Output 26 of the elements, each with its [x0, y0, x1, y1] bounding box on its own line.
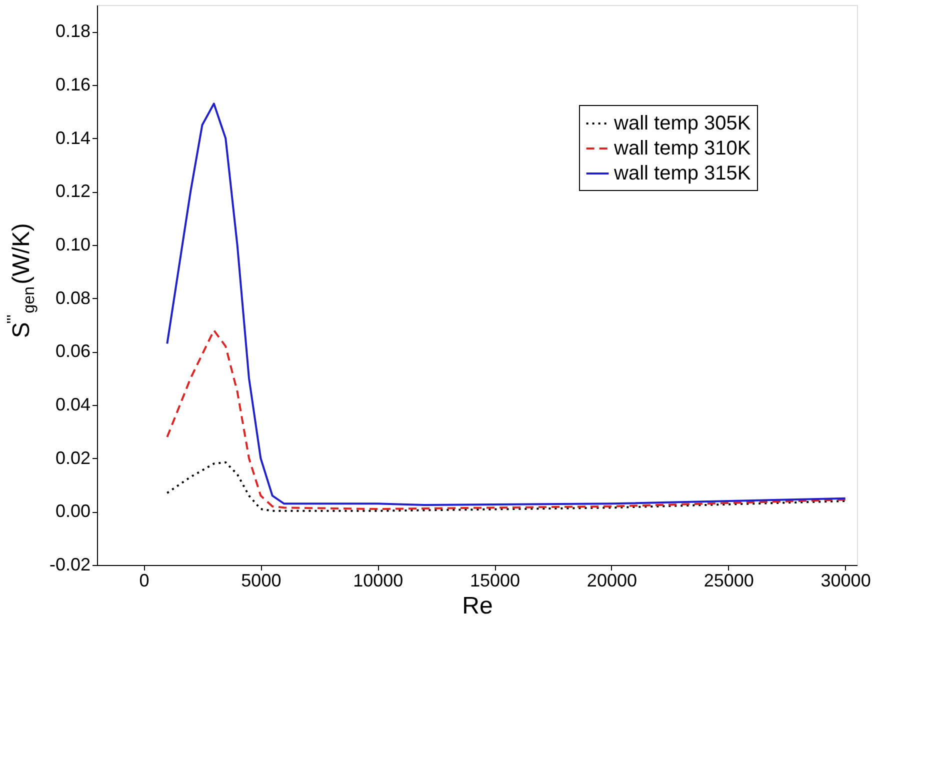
- y-axis-title: S'''gen(W/K): [5, 223, 38, 338]
- legend-label: wall temp 315K: [613, 162, 752, 184]
- line-series: [166, 329, 846, 510]
- y-tick-label: 0.10: [55, 234, 90, 254]
- y-tick-label: 0.12: [55, 181, 90, 202]
- x-tick-label: 30000: [820, 570, 871, 590]
- y-tick-label: 0.02: [55, 448, 90, 468]
- legend-label: wall temp 305K: [613, 112, 752, 134]
- x-tick-label: 0: [139, 570, 150, 590]
- x-tick-label: 20000: [586, 570, 637, 590]
- y-tick-label: 0.16: [55, 74, 90, 94]
- y-tick-label: 0.18: [55, 21, 90, 42]
- y-tick-label: 0.04: [55, 394, 90, 414]
- y-tick-label: 0.14: [55, 128, 90, 148]
- line-series: [166, 461, 846, 512]
- x-tick-label: 15000: [470, 570, 520, 590]
- y-tick-label: 0.06: [55, 341, 90, 362]
- x-tick-label: 5000: [241, 570, 282, 590]
- y-tick-label: 0.00: [55, 501, 90, 522]
- line-series: [166, 102, 846, 506]
- y-tick-label: -0.02: [49, 554, 90, 574]
- legend-label: wall temp 310K: [613, 138, 752, 160]
- x-tick-label: 25000: [704, 570, 754, 590]
- y-tick-label: 0.08: [55, 288, 90, 308]
- x-tick-label: 10000: [353, 570, 404, 590]
- x-axis-title: Re: [462, 592, 493, 620]
